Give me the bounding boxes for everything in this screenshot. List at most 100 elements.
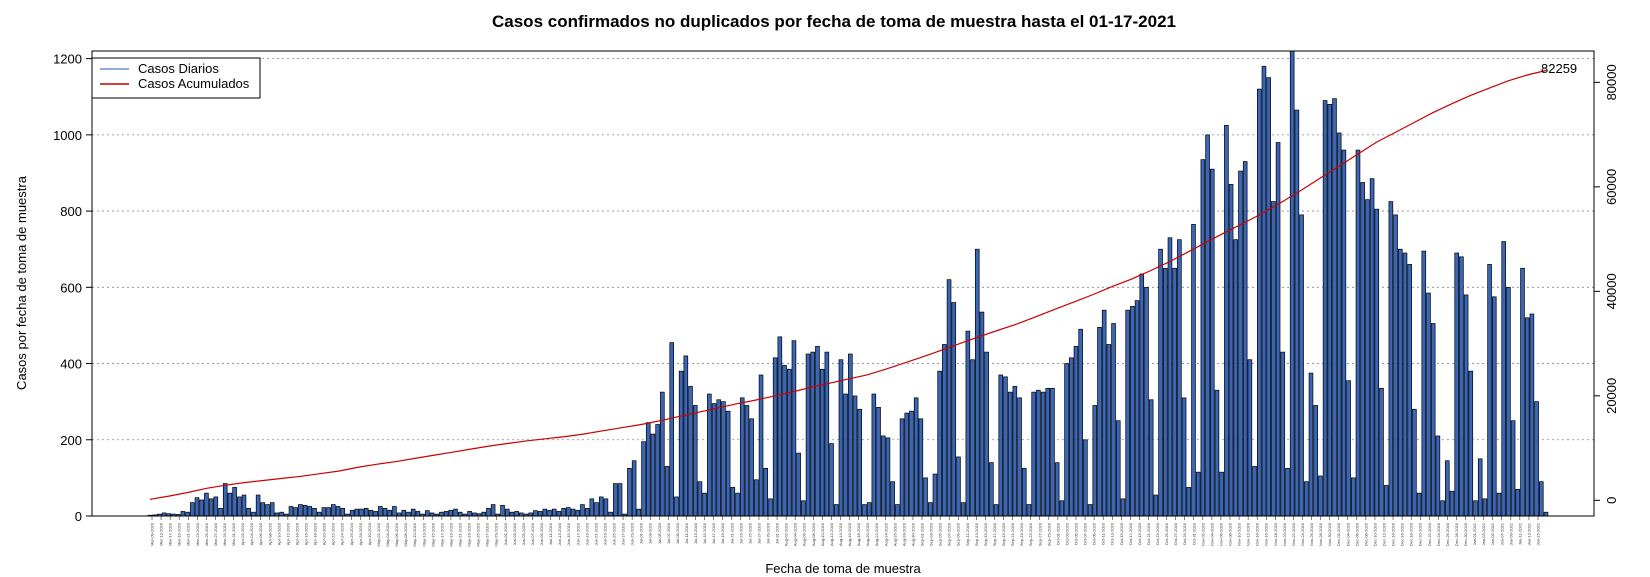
x-tick-label: Jun-03-2020	[512, 522, 517, 545]
x-tick-label: Apr-02-2020	[240, 522, 245, 545]
daily-bar	[1332, 98, 1337, 517]
x-tick-label: Jul-19-2020	[720, 522, 725, 544]
daily-bar	[443, 511, 449, 517]
y2-tick-label: 60000	[1604, 169, 1619, 205]
daily-bar	[1454, 252, 1459, 517]
daily-bar	[269, 502, 275, 517]
daily-bar	[1148, 399, 1154, 517]
daily-bar	[1167, 237, 1173, 517]
daily-bar	[1021, 468, 1027, 517]
x-tick-label: Jul-23-2020	[738, 522, 743, 544]
daily-bar	[1388, 201, 1394, 517]
x-tick-label: Sep-01-2020	[920, 522, 925, 546]
daily-bar	[1247, 359, 1253, 517]
x-tick-label: Mar-23-2020	[195, 522, 200, 546]
daily-bar	[674, 496, 679, 517]
x-tick-label: Oct-09-2020	[1092, 522, 1097, 545]
x-tick-label: Apr-06-2020	[258, 522, 263, 545]
x-tick-label: Jun-05-2020	[521, 522, 526, 545]
daily-bar	[641, 441, 646, 517]
x-tick-label: Apr-16-2020	[304, 522, 309, 545]
daily-bar	[965, 330, 971, 517]
daily-bar	[791, 340, 797, 517]
x-tick-label: Apr-26-2020	[349, 522, 354, 545]
daily-bar	[786, 368, 792, 517]
x-tick-label: Oct-21-2020	[1146, 522, 1151, 545]
daily-bar	[946, 279, 952, 517]
x-tick-label: Mar-21-2020	[186, 522, 191, 546]
x-tick-label: Apr-04-2020	[249, 522, 254, 545]
x-tick-label: Apr-12-2020	[285, 522, 290, 545]
daily-bar	[1101, 309, 1107, 517]
daily-bar	[1256, 88, 1262, 517]
daily-bar	[998, 374, 1004, 517]
x-tick-label: Oct-05-2020	[1074, 522, 1079, 545]
daily-bar	[857, 408, 863, 517]
daily-bar	[373, 511, 378, 517]
x-tick-label: Sep-23-2020	[1019, 522, 1024, 546]
daily-bar	[1087, 504, 1093, 517]
daily-bar	[222, 483, 228, 517]
daily-bar	[1506, 286, 1511, 517]
daily-bar	[1271, 201, 1276, 517]
daily-bar	[1355, 149, 1361, 517]
x-tick-label: Sep-15-2020	[983, 522, 988, 546]
daily-bar	[970, 359, 975, 517]
x-tick-label: Oct-19-2020	[1137, 522, 1142, 545]
daily-bar	[796, 452, 801, 517]
x-tick-label: Nov-12-2020	[1246, 522, 1251, 546]
daily-bar	[410, 508, 416, 517]
x-tick-label: Oct-31-2020	[1191, 522, 1196, 545]
x-tick-label: May-17-2020	[439, 522, 444, 546]
daily-bar	[664, 466, 670, 517]
daily-bar	[899, 418, 905, 517]
x-tick-label: Nov-08-2020	[1228, 522, 1233, 546]
daily-bar	[1068, 357, 1074, 517]
daily-bar	[895, 504, 900, 517]
x-tick-label: Jun-07-2020	[530, 522, 535, 545]
daily-bar	[1073, 346, 1079, 517]
x-tick-label: Sep-27-2020	[1037, 522, 1042, 546]
x-tick-label: Mar-17-2020	[168, 522, 173, 546]
daily-bar	[1304, 481, 1309, 517]
daily-bar	[749, 418, 754, 517]
daily-bar	[448, 509, 454, 517]
x-tick-label: Jul-11-2020	[684, 522, 689, 544]
daily-bar	[1050, 387, 1055, 517]
cumulative-line	[149, 69, 1547, 500]
daily-bar	[1233, 239, 1239, 517]
daily-bar	[866, 502, 872, 517]
daily-bar	[594, 502, 599, 517]
x-tick-label: Jun-01-2020	[503, 522, 508, 545]
daily-bar	[1031, 391, 1036, 517]
daily-bar	[636, 508, 642, 517]
daily-bar	[768, 498, 773, 517]
daily-bar	[185, 511, 190, 517]
x-tick-label: Jan-11-2021	[1517, 522, 1522, 545]
daily-bar	[927, 502, 933, 517]
daily-bar	[1139, 273, 1145, 517]
x-tick-label: Dec-30-2020	[1463, 522, 1468, 546]
daily-bar	[1115, 420, 1121, 517]
x-tick-label: Aug-18-2020	[856, 522, 861, 546]
x-tick-label: Jun-27-2020	[621, 522, 626, 545]
daily-bar	[255, 494, 261, 517]
daily-bar	[1200, 159, 1206, 517]
daily-bar	[1012, 386, 1018, 517]
daily-bar	[1449, 490, 1455, 517]
daily-bar	[241, 494, 247, 517]
x-tick-label: Dec-28-2020	[1454, 522, 1459, 546]
daily-bar	[735, 492, 740, 517]
x-tick-label: Oct-23-2020	[1155, 522, 1160, 545]
x-tick-label: Dec-16-2020	[1400, 522, 1405, 546]
daily-bar	[1416, 492, 1422, 517]
daily-bar	[1125, 309, 1130, 517]
daily-bar	[321, 507, 327, 517]
daily-bar	[204, 492, 209, 517]
daily-bar	[669, 342, 675, 517]
daily-bar	[180, 511, 186, 517]
daily-bar	[1369, 178, 1375, 517]
x-tick-label: Oct-25-2020	[1164, 522, 1169, 545]
daily-bar	[415, 511, 421, 517]
daily-bar	[1346, 380, 1351, 517]
